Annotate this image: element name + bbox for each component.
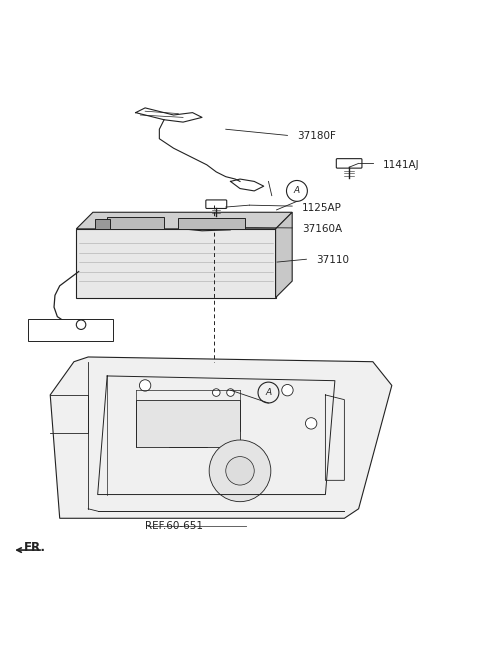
Polygon shape	[76, 212, 292, 229]
Polygon shape	[183, 223, 230, 231]
FancyBboxPatch shape	[336, 158, 362, 168]
Text: FR.: FR.	[24, 541, 46, 555]
Bar	[136, 399, 240, 447]
Text: 1125AP: 1125AP	[301, 202, 342, 212]
Circle shape	[227, 389, 234, 396]
Bar	[107, 217, 164, 229]
Circle shape	[139, 380, 151, 391]
Text: REF.60-651: REF.60-651	[145, 522, 203, 532]
Polygon shape	[50, 357, 392, 518]
Text: 37180F: 37180F	[297, 131, 336, 141]
Text: A: A	[265, 388, 272, 397]
Polygon shape	[76, 229, 276, 298]
Bar	[96, 219, 109, 229]
Circle shape	[226, 457, 254, 485]
Circle shape	[213, 389, 220, 396]
Text: 37160A: 37160A	[301, 224, 342, 234]
FancyBboxPatch shape	[206, 200, 227, 208]
Bar	[179, 218, 245, 229]
FancyBboxPatch shape	[28, 319, 113, 341]
Text: 1141AJ: 1141AJ	[383, 160, 419, 170]
Text: 37114: 37114	[36, 323, 69, 334]
Polygon shape	[276, 212, 292, 298]
Circle shape	[209, 440, 271, 502]
Circle shape	[305, 418, 317, 429]
Text: 98893B: 98893B	[64, 332, 105, 342]
Text: 37110: 37110	[316, 255, 349, 265]
Circle shape	[76, 320, 86, 329]
Text: A: A	[294, 187, 300, 195]
Circle shape	[282, 384, 293, 396]
